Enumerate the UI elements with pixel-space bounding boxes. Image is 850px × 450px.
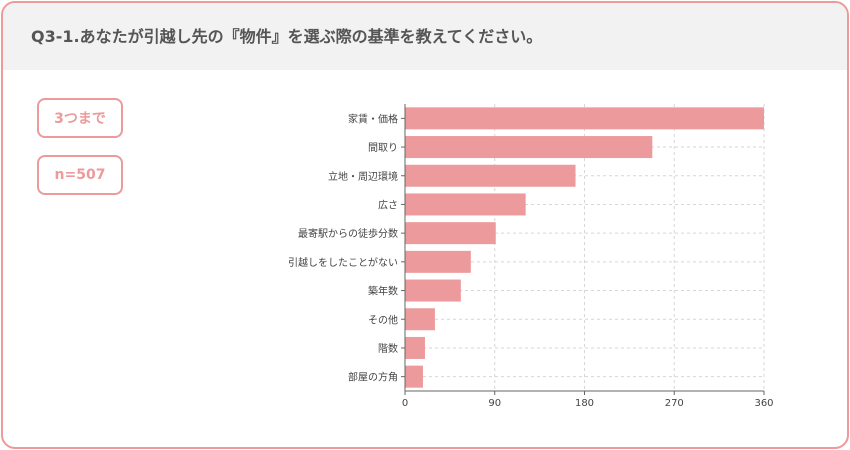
bar bbox=[405, 336, 425, 359]
bar bbox=[405, 136, 653, 159]
x-tick-label: 0 bbox=[402, 398, 408, 409]
bar bbox=[405, 164, 576, 187]
category-label: 立地・周辺環境 bbox=[328, 170, 398, 183]
x-tick-label: 270 bbox=[665, 398, 684, 409]
x-tick-label: 180 bbox=[575, 398, 594, 409]
bar bbox=[405, 193, 526, 216]
category-label: 築年数 bbox=[368, 285, 398, 298]
x-tick-label: 90 bbox=[488, 398, 501, 409]
category-label: 引越しをしたことがない bbox=[288, 256, 398, 269]
labels: 家賃・価格間取り立地・周辺環境広さ最寄駅からの徒歩分数引越しをしたことがない築年… bbox=[288, 112, 774, 409]
bar bbox=[405, 365, 423, 388]
bar bbox=[405, 308, 435, 331]
bar bbox=[405, 279, 461, 302]
category-label: 階数 bbox=[378, 342, 398, 355]
category-label: 広さ bbox=[378, 198, 398, 211]
category-label: 最寄駅からの徒歩分数 bbox=[298, 227, 398, 240]
card-header: Q3-1.あなたが引越し先の『物件』を選ぶ際の基準を教えてください。 bbox=[3, 3, 847, 70]
bar bbox=[405, 250, 471, 273]
bar bbox=[405, 222, 496, 245]
category-label: 家賃・価格 bbox=[348, 112, 398, 125]
answer-limit-badge: 3つまで bbox=[37, 98, 123, 138]
question-title: Q3-1.あなたが引越し先の『物件』を選ぶ際の基準を教えてください。 bbox=[31, 27, 543, 46]
category-label: 部屋の方角 bbox=[348, 371, 398, 384]
category-label: その他 bbox=[368, 313, 398, 326]
sample-size-badge: n=507 bbox=[37, 155, 123, 195]
category-label: 間取り bbox=[368, 142, 398, 154]
bar bbox=[405, 107, 764, 130]
bars bbox=[405, 107, 764, 388]
x-tick-label: 360 bbox=[754, 398, 773, 409]
axes bbox=[401, 104, 765, 395]
